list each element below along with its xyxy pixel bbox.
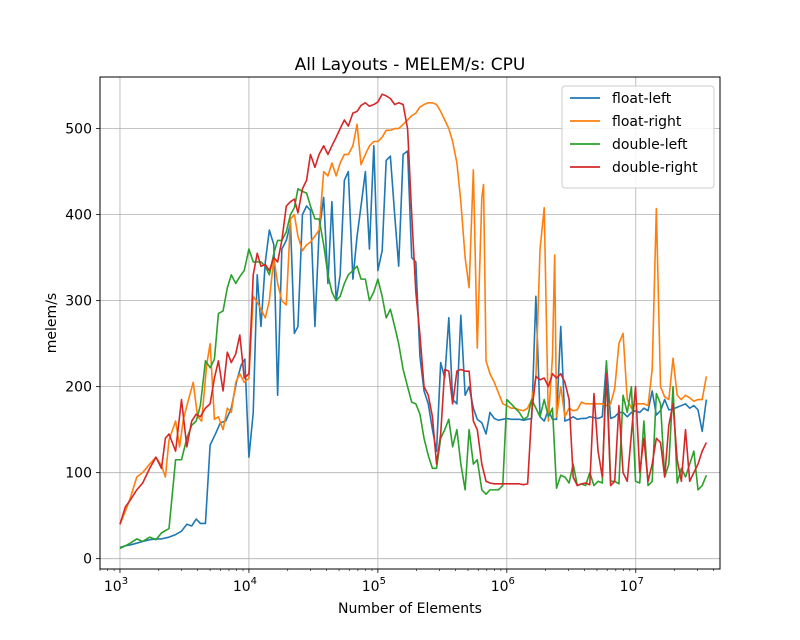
legend-label: double-right	[612, 160, 698, 176]
y-tick-label: 200	[65, 380, 92, 396]
series-lines	[119, 93, 708, 550]
legend-box	[561, 85, 715, 189]
y-tick-label: 400	[65, 208, 92, 224]
series-line-float-right	[119, 102, 708, 525]
x-tick-label-exponent: 6	[509, 576, 515, 587]
legend-label: double-left	[612, 137, 688, 153]
series-line-double-left	[119, 188, 708, 550]
series-line-double-right	[119, 93, 708, 525]
y-tick-label: 0	[83, 552, 92, 568]
x-tick-label-exponent: 7	[637, 576, 643, 587]
x-tick-label-exponent: 5	[380, 576, 386, 587]
x-axis-label: Number of Elements	[338, 601, 482, 617]
x-tick-label-exponent: 4	[251, 576, 257, 587]
chart-title: All Layouts - MELEM/s: CPU	[295, 55, 526, 75]
y-axis-label: melem/s	[44, 293, 60, 353]
axes-frame	[99, 76, 721, 570]
legend: float-left float-right double-left double-r…	[561, 85, 715, 189]
legend-label: float-right	[612, 114, 682, 130]
x-tick-label-exponent: 3	[122, 576, 128, 587]
y-tick-label: 300	[65, 294, 92, 310]
y-tick-label: 100	[65, 466, 92, 482]
y-tick-label: 500	[65, 122, 92, 138]
legend-label: float-left	[612, 91, 672, 107]
